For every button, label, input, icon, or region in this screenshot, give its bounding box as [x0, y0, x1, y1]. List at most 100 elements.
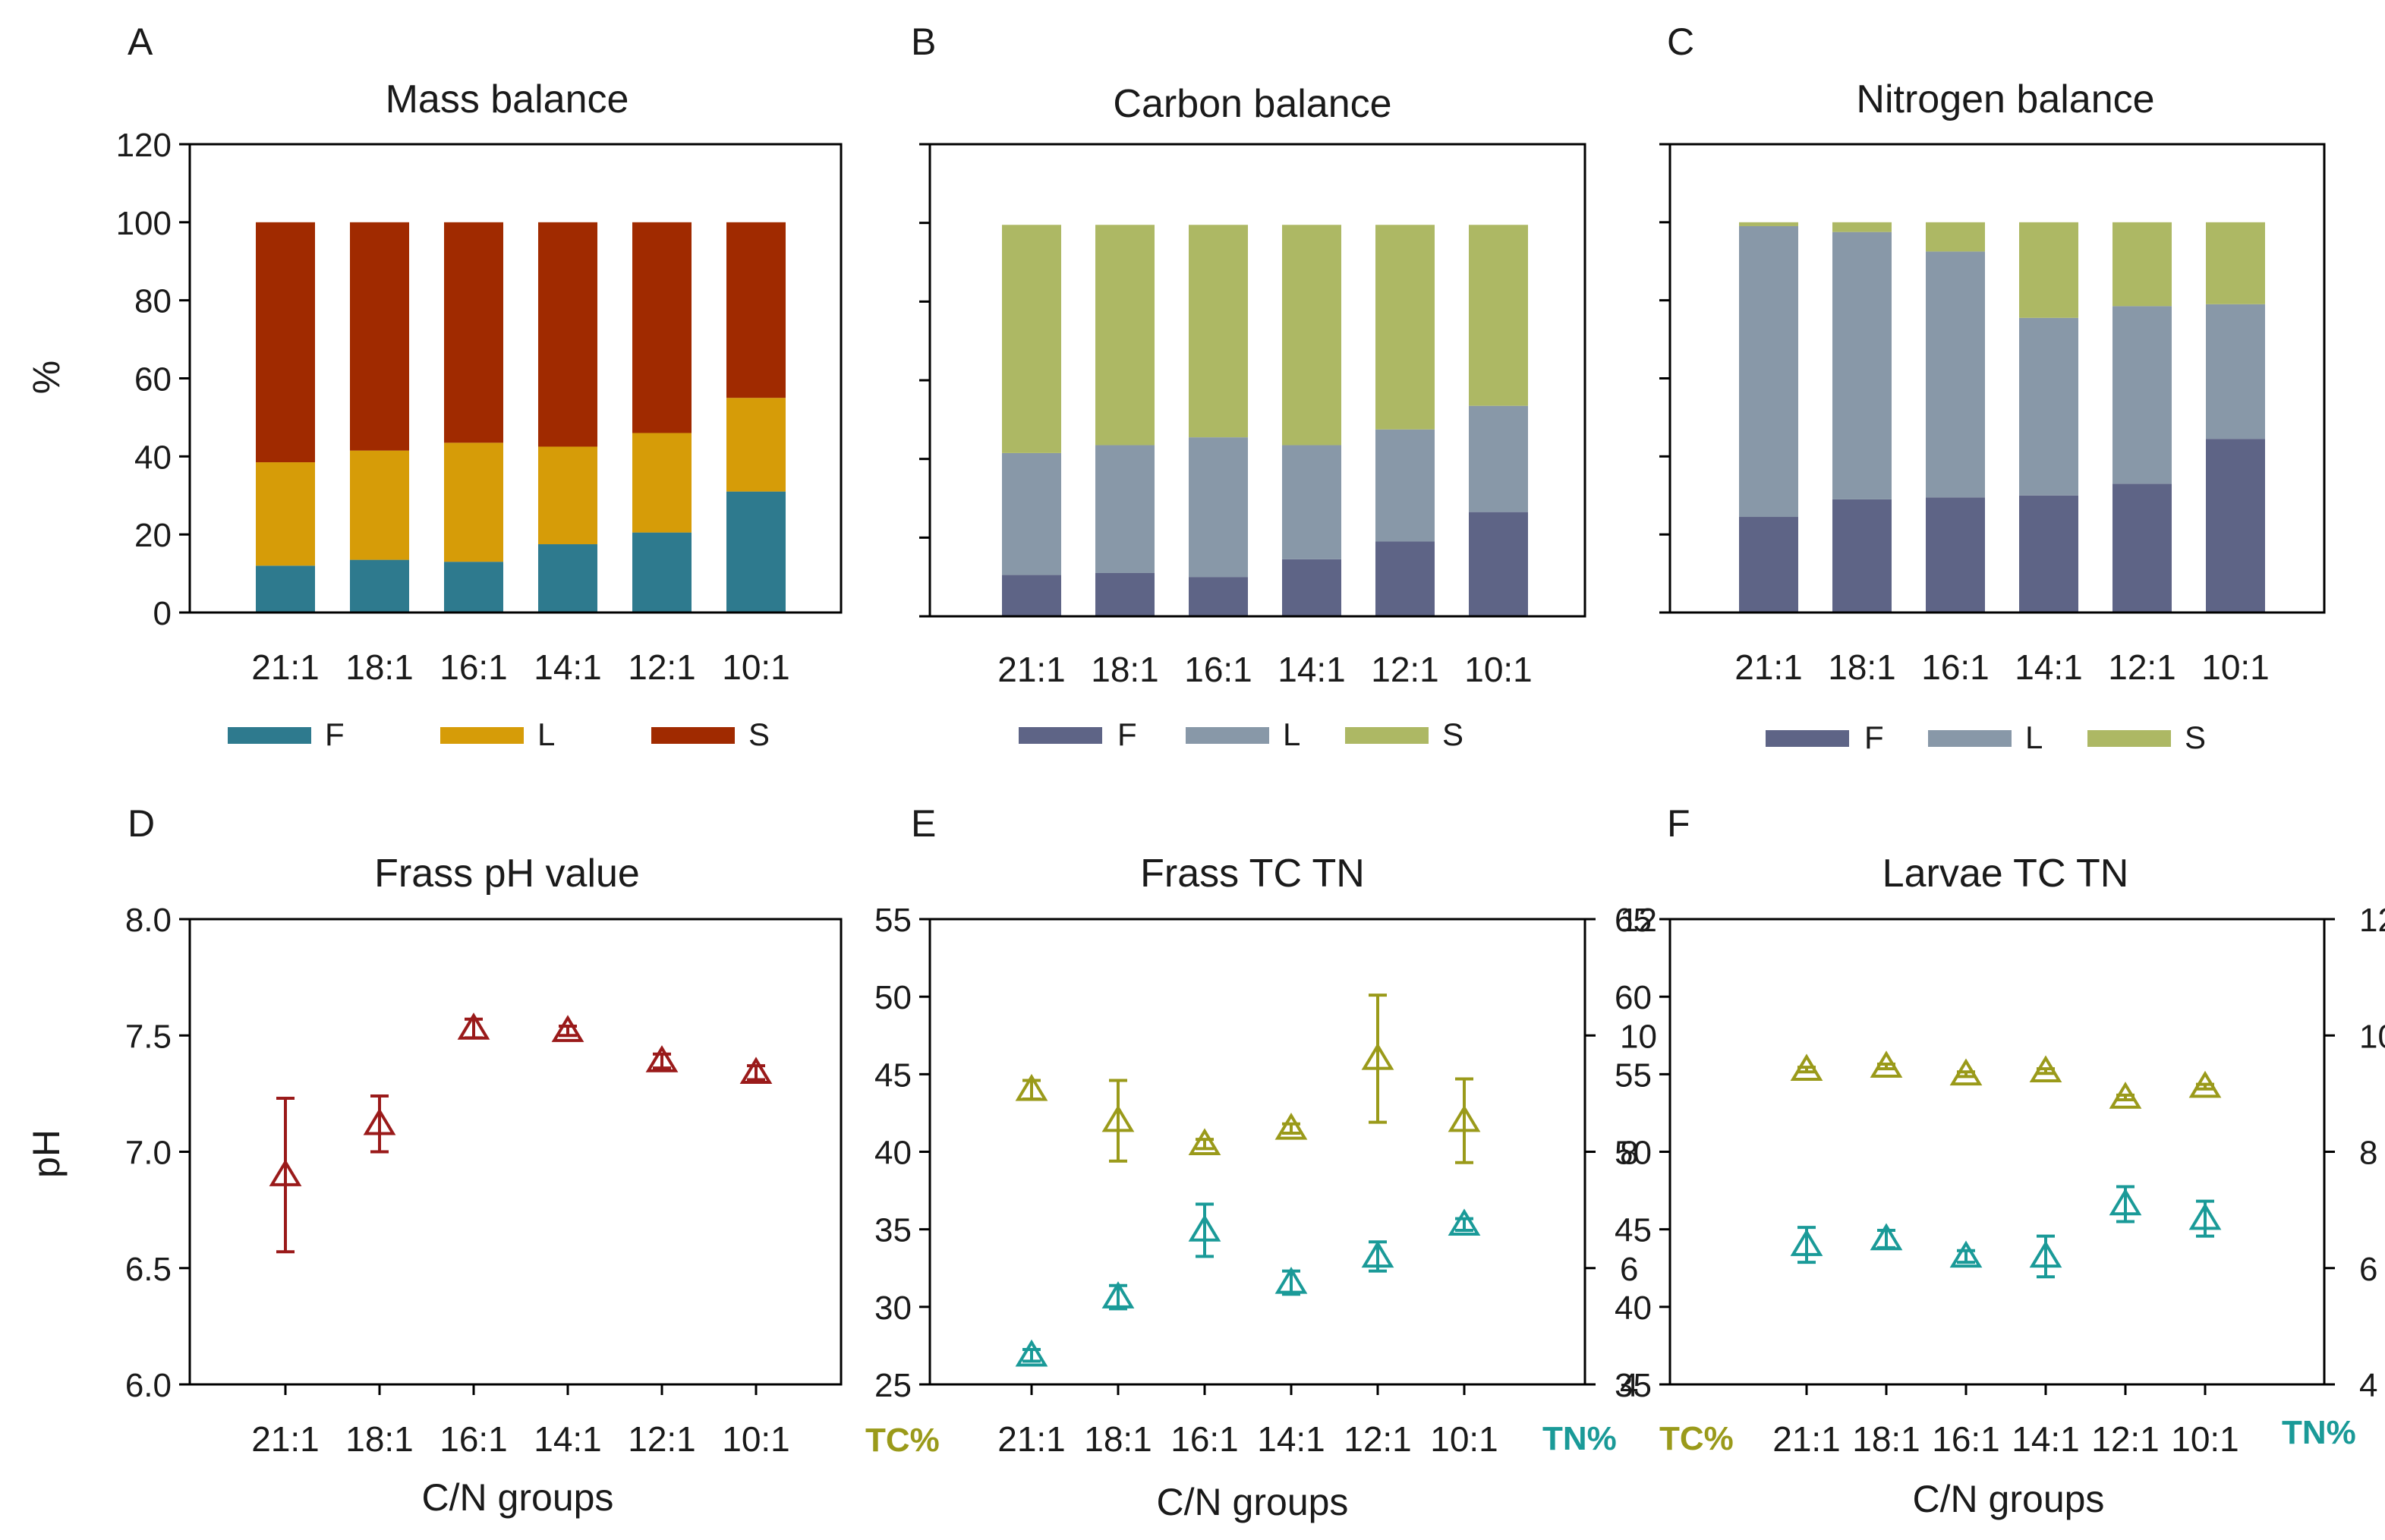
x-tick-label: 10:1 [1464, 650, 1533, 689]
tc-axis-label-e: TC% [865, 1422, 940, 1459]
data-point-tn [1949, 1240, 1983, 1268]
data-point-tn [1448, 1208, 1481, 1236]
y-tick-label: 100 [116, 205, 172, 242]
bar-s [2112, 222, 2172, 307]
bar-l [350, 450, 409, 560]
bar-s [444, 222, 503, 443]
x-tick-label: 14:1 [2012, 1419, 2080, 1459]
panel-letter-d: D [128, 802, 155, 845]
bar-s [1469, 225, 1528, 406]
x-tick-label: 16:1 [1921, 647, 1990, 687]
y-tick-label: 40 [134, 439, 172, 476]
y-tick-label-right: 8 [1620, 1135, 1638, 1172]
bar-s [632, 222, 692, 433]
y-tick-label: 40 [1615, 1290, 1652, 1327]
legend-c: F L S [1766, 720, 2206, 755]
data-point-tn [1790, 1229, 1823, 1256]
data-point-tc [1361, 1043, 1394, 1070]
data-point-tn [1101, 1281, 1135, 1309]
bar-l [1832, 231, 1892, 499]
panel-letter-e: E [911, 802, 936, 845]
x-tick-label: 21:1 [997, 1419, 1066, 1459]
bar-s [538, 222, 597, 447]
x-tick-label: 12:1 [628, 1419, 696, 1459]
bar-s [726, 222, 786, 398]
bar-l [2019, 317, 2078, 496]
x-tick-label: 10:1 [1430, 1419, 1498, 1459]
y-tick-label-right: 12 [2359, 902, 2385, 939]
legend-swatch-f [228, 727, 311, 744]
bar-l [1469, 405, 1528, 512]
data-point-ph [645, 1045, 679, 1072]
x-tick-label: 16:1 [1184, 650, 1252, 689]
panel-letter-f: F [1667, 802, 1690, 845]
chart-title-d: Frass pH value [374, 852, 640, 896]
data-point-tc [2188, 1070, 2222, 1098]
bar-f [1469, 512, 1528, 616]
y-tick-label: 55 [1615, 1057, 1652, 1094]
data-point-tc [2029, 1055, 2062, 1082]
bar-s [1282, 225, 1341, 446]
bar-f [538, 544, 597, 613]
x-tick-label: 14:1 [534, 647, 602, 687]
bar-f [2112, 483, 2172, 613]
y-axis-label-d: pH [25, 1129, 68, 1178]
legend-a: F L S [228, 716, 770, 752]
y-tick-label: 60 [1615, 979, 1652, 1016]
legend-swatch-s [651, 727, 735, 744]
data-point-tc [1188, 1128, 1221, 1156]
bar-l [1095, 445, 1155, 573]
bar-s [1926, 222, 1985, 252]
bar-f [1002, 575, 1061, 616]
bar-s [256, 222, 315, 463]
y-tick-label: 45 [874, 1057, 912, 1094]
bar-s [2019, 222, 2078, 318]
data-point-tn [2029, 1240, 2062, 1268]
data-point-tn [1188, 1214, 1221, 1242]
bar-s [1375, 225, 1435, 430]
bar-f [1282, 559, 1341, 616]
legend-label-l: L [537, 716, 555, 752]
x-tick-label: 10:1 [2171, 1419, 2239, 1459]
bar-s [1189, 225, 1248, 438]
data-point-ph [739, 1057, 773, 1085]
legend-swatch-l [1928, 730, 2012, 747]
x-tick-label: 12:1 [1344, 1419, 1412, 1459]
legend-label-s: S [2185, 720, 2206, 755]
y-tick-label: 8.0 [125, 902, 172, 939]
tn-axis-label-e: TN% [1542, 1420, 1617, 1457]
x-tick-label: 16:1 [440, 1419, 508, 1459]
bar-f [1739, 517, 1798, 613]
bar-f [1095, 572, 1155, 616]
plot-area-c: 21:1 18:1 16:1 14:1 12:1 10:1 [1659, 143, 2326, 687]
y-tick-label-right: 8 [2359, 1135, 2377, 1172]
x-tick-label: 10:1 [722, 1419, 790, 1459]
bar-s [1002, 225, 1061, 453]
x-tick-label: 18:1 [1084, 1419, 1152, 1459]
y-tick-label: 60 [134, 361, 172, 398]
data-point-tc [1870, 1050, 1903, 1078]
y-tick-label: 65 [1615, 902, 1652, 939]
bar-l [632, 433, 692, 533]
bar-f [1189, 577, 1248, 616]
x-tick-label: 18:1 [1828, 647, 1896, 687]
y-tick-label: 80 [134, 283, 172, 320]
bar-f [1375, 541, 1435, 616]
data-point-tc [1274, 1112, 1308, 1140]
tn-axis-label-f: TN% [2282, 1414, 2356, 1451]
data-point-tn [1361, 1240, 1394, 1268]
bar-l [2112, 306, 2172, 484]
x-tick-label: 21:1 [997, 650, 1066, 689]
legend-swatch-s [2087, 730, 2171, 747]
bar-f [726, 491, 786, 613]
data-point-ph [363, 1107, 396, 1135]
bar-f [2206, 439, 2265, 613]
bar-l [1375, 429, 1435, 542]
plot-area-b: 21:1 18:1 16:1 14:1 12:1 10:1 [919, 143, 1586, 689]
legend-label-l: L [2025, 720, 2043, 755]
bar-f [444, 562, 503, 613]
y-tick-label: 35 [1615, 1367, 1652, 1404]
y-tick-label-right: 10 [2359, 1018, 2385, 1055]
x-tick-label: 18:1 [345, 647, 414, 687]
